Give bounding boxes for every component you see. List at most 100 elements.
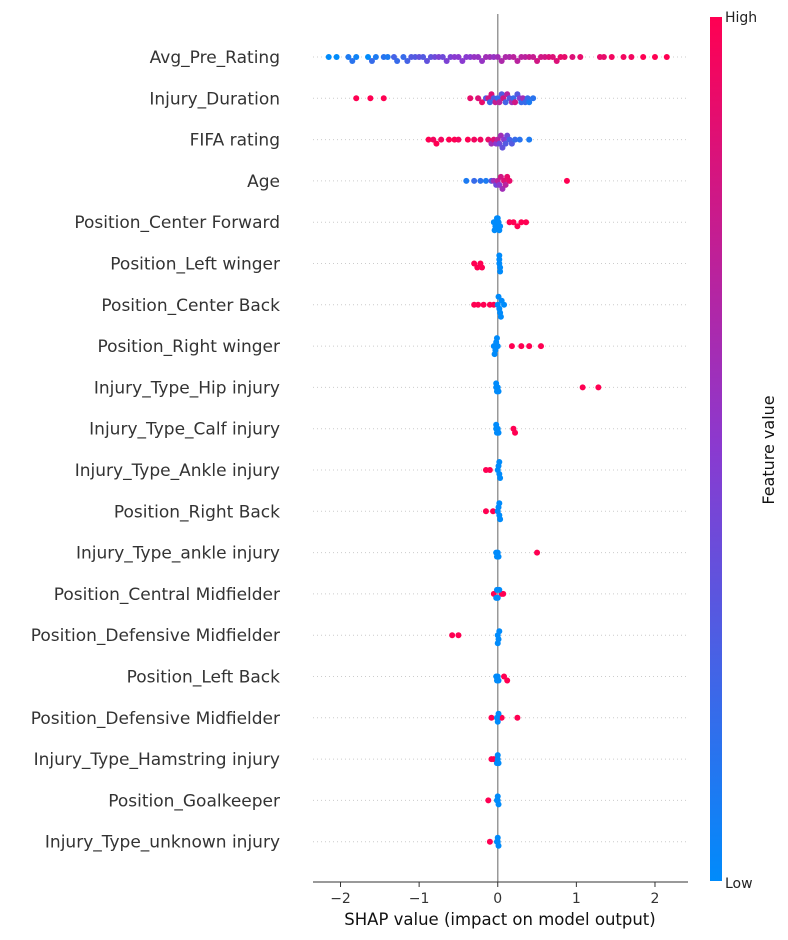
shap-point xyxy=(497,516,504,523)
x-ticks: −2 −1 0 1 2 xyxy=(330,882,659,907)
feature-label: Injury_Type_ankle injury xyxy=(76,544,280,564)
shap-point xyxy=(486,99,493,106)
shap-point xyxy=(526,99,533,106)
feature-label: Injury_Type_Hip injury xyxy=(94,378,280,398)
x-tick-label: 2 xyxy=(651,891,660,907)
shap-point xyxy=(438,136,445,143)
shap-point xyxy=(482,508,489,515)
shap-point xyxy=(577,54,584,60)
feature-label: Age xyxy=(247,172,280,192)
feature-label: Injury_Type_Calf injury xyxy=(89,420,280,440)
shap-point xyxy=(569,54,576,60)
shap-point xyxy=(500,590,507,597)
shap-point xyxy=(498,58,505,64)
shap-point xyxy=(372,54,379,60)
shap-point xyxy=(455,136,462,143)
shap-point xyxy=(608,54,615,60)
shap-point xyxy=(493,421,500,428)
x-tick-label: 1 xyxy=(572,891,581,907)
shap-point xyxy=(494,594,501,601)
shap-point xyxy=(549,54,556,60)
shap-point xyxy=(514,223,521,230)
shap-point xyxy=(579,384,586,391)
shap-point xyxy=(353,95,360,102)
shap-point xyxy=(530,95,537,102)
shap-point xyxy=(349,58,356,64)
shap-point xyxy=(497,475,504,481)
shap-point xyxy=(663,54,670,60)
shap-point xyxy=(368,58,375,64)
shap-point xyxy=(475,301,482,308)
shap-point xyxy=(512,429,519,436)
shap-point xyxy=(494,640,501,647)
shap-point xyxy=(595,384,602,391)
shap-point xyxy=(491,227,498,234)
shap-point xyxy=(491,351,498,358)
shap-point xyxy=(640,54,647,60)
shap-point xyxy=(504,677,511,684)
shap-point xyxy=(512,136,519,143)
shap-point xyxy=(506,177,513,184)
shap-point xyxy=(439,54,446,60)
shap-point xyxy=(384,54,391,60)
shap-point xyxy=(449,632,456,639)
shap-point xyxy=(502,99,509,106)
shap-point xyxy=(367,95,374,102)
shap-point xyxy=(495,760,502,767)
shap-point xyxy=(464,136,471,143)
shap-point xyxy=(345,54,352,60)
shap-point xyxy=(496,628,503,635)
feature-label: Position_Right Back xyxy=(114,502,280,522)
shap-point xyxy=(514,714,521,721)
shap-point xyxy=(433,140,440,147)
shap-point xyxy=(471,177,478,184)
colorbar-low-label: Low xyxy=(725,876,753,892)
shap-point xyxy=(486,838,493,845)
shap-point xyxy=(620,54,627,60)
feature-label: Position_Defensive Midfielder xyxy=(31,626,280,646)
shap-point xyxy=(523,219,530,226)
shap-point xyxy=(501,301,508,308)
shap-point xyxy=(488,714,495,721)
shap-point xyxy=(510,219,517,226)
shap-point xyxy=(482,177,489,184)
shap-point xyxy=(380,95,387,102)
feature-label: Position_Defensive Midfielder xyxy=(31,709,280,729)
shap-point xyxy=(561,54,568,60)
shap-point xyxy=(526,343,533,350)
shap-point xyxy=(512,99,519,106)
x-tick-label: −1 xyxy=(409,891,430,907)
feature-label: Injury_Type_Ankle injury xyxy=(75,461,280,481)
shap-point xyxy=(494,215,501,222)
shap-point xyxy=(477,136,484,143)
shap-point xyxy=(423,58,430,64)
shap-point xyxy=(496,252,503,259)
shap-point xyxy=(420,54,427,60)
shap-point xyxy=(471,136,478,143)
shap-point xyxy=(553,58,560,64)
feature-label: Injury_Type_Hamstring injury xyxy=(34,750,280,770)
shap-point xyxy=(495,677,502,684)
shap-point xyxy=(495,710,502,717)
feature-label: Position_Left winger xyxy=(110,255,280,275)
x-axis: −2 −1 0 1 2 SHAP value (impact on model outp… xyxy=(313,881,688,929)
shap-point xyxy=(496,459,503,465)
shap-point xyxy=(479,264,486,271)
shap-point xyxy=(490,508,497,515)
feature-label: FIFA rating xyxy=(190,131,280,151)
shap-point xyxy=(495,388,502,395)
shap-point xyxy=(494,54,501,60)
shap-point xyxy=(518,343,525,350)
shap-point xyxy=(497,268,504,275)
shap-point xyxy=(475,54,482,60)
feature-label: Position_Center Forward xyxy=(74,213,280,233)
shap-point xyxy=(497,313,504,320)
shap-point xyxy=(475,95,482,102)
shap-point xyxy=(477,177,484,184)
shap-point xyxy=(502,181,509,188)
shap-point xyxy=(494,834,501,841)
shap-point xyxy=(518,219,525,226)
shap-point xyxy=(510,54,517,60)
shap-point xyxy=(495,429,502,436)
